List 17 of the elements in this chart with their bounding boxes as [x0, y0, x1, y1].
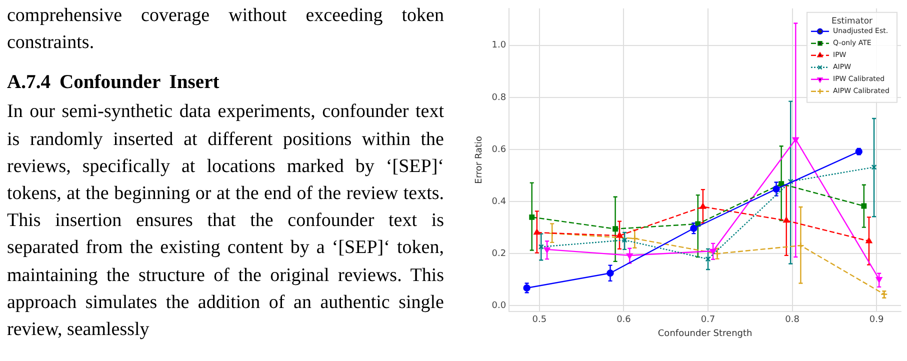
y-axis-title: Error Ratio [474, 135, 485, 184]
x-axis-title: Confounder Strength [658, 328, 752, 339]
text: comprehensive coverage without exceeding token constraints. [7, 4, 444, 56]
x-tick-label: 0.9 [869, 315, 884, 326]
x-tick-label: 0.5 [532, 315, 547, 326]
text: In our semi-synthetic data experiments, confounder text is randomly inserted at different positions within the reviews, specifically at locations marked by ‘[SEP]‘ tokens, at the beginning or at the end of the review texts. This insertion ensures that the confounder text is separated from the existing content by a ‘[SEP]‘ token, maintaining the structure of the original reviews. This approach simulates the addition of an authentic single review, seamlessly [7, 101, 444, 340]
x-tick-label: 0.6 [616, 315, 632, 326]
text: A.7.4 Confounder Insert [7, 71, 220, 96]
x-tick-label: 0.8 [785, 315, 800, 326]
x-tick-label: 0.7 [700, 315, 716, 326]
legend-title: Estimator [831, 16, 874, 27]
y-tick-label: 0.4 [492, 196, 506, 207]
y-tick-label: 0.8 [492, 92, 506, 103]
y-tick-label: 0.6 [492, 144, 506, 155]
y-tick-label: 0.2 [492, 248, 506, 259]
y-tick-label: 1.0 [492, 40, 506, 51]
y-tick-label: 0.0 [492, 301, 506, 312]
